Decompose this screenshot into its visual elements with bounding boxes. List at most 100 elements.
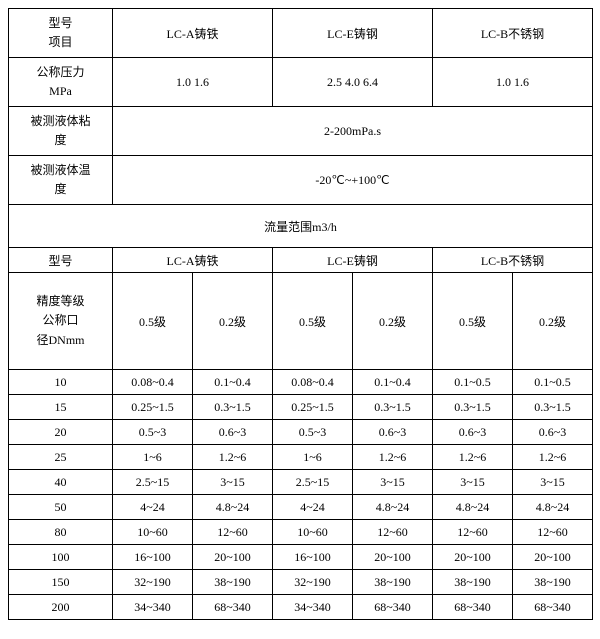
spec-table: 型号项目LC-A铸铁LC-E铸钢LC-B不锈钢公称压力MPa1.0 1.62.5… — [8, 8, 593, 620]
value-cell: 3~15 — [513, 470, 593, 495]
value-cell: 4.8~24 — [513, 495, 593, 520]
pressure-b: 1.0 1.6 — [433, 58, 593, 107]
value-cell: 0.25~1.5 — [113, 395, 193, 420]
value-cell: 68~340 — [513, 595, 593, 620]
value-cell: 2.5~15 — [113, 470, 193, 495]
value-cell: 68~340 — [433, 595, 513, 620]
table-row: 型号项目LC-A铸铁LC-E铸钢LC-B不锈钢 — [9, 9, 593, 58]
value-cell: 12~60 — [433, 520, 513, 545]
dn-cell: 15 — [9, 395, 113, 420]
row-label-viscosity: 被测液体粘度 — [9, 107, 113, 156]
dn-cell: 10 — [9, 370, 113, 395]
value-cell: 12~60 — [513, 520, 593, 545]
value-cell: 68~340 — [353, 595, 433, 620]
header-variant-e: LC-E铸钢 — [273, 9, 433, 58]
value-cell: 0.6~3 — [513, 420, 593, 445]
pressure-a: 1.0 1.6 — [113, 58, 273, 107]
value-cell: 38~190 — [433, 570, 513, 595]
header-model-project: 型号项目 — [9, 9, 113, 58]
dn-cell: 200 — [9, 595, 113, 620]
value-cell: 12~60 — [193, 520, 273, 545]
header-variant-a: LC-A铸铁 — [113, 9, 273, 58]
precision-col-5: 0.2级 — [513, 273, 593, 370]
table-row: 100.08~0.40.1~0.40.08~0.40.1~0.40.1~0.50… — [9, 370, 593, 395]
value-cell: 32~190 — [273, 570, 353, 595]
value-cell: 4.8~24 — [193, 495, 273, 520]
value-cell: 20~100 — [193, 545, 273, 570]
table-row: 251~61.2~61~61.2~61.2~61.2~6 — [9, 445, 593, 470]
value-cell: 20~100 — [353, 545, 433, 570]
value-cell: 4.8~24 — [353, 495, 433, 520]
dn-cell: 100 — [9, 545, 113, 570]
dn-cell: 25 — [9, 445, 113, 470]
value-cell: 1~6 — [273, 445, 353, 470]
table-row: 精度等级公称口径DNmm0.5级0.2级0.5级0.2级0.5级0.2级 — [9, 273, 593, 370]
table-row: 被测液体粘度2-200mPa.s — [9, 107, 593, 156]
value-cell: 1~6 — [113, 445, 193, 470]
dn-cell: 20 — [9, 420, 113, 445]
value-cell: 0.1~0.4 — [353, 370, 433, 395]
value-cell: 0.3~1.5 — [193, 395, 273, 420]
value-cell: 10~60 — [113, 520, 193, 545]
value-cell: 34~340 — [113, 595, 193, 620]
precision-col-2: 0.5级 — [273, 273, 353, 370]
value-cell: 0.5~3 — [113, 420, 193, 445]
table-row: 20034~34068~34034~34068~34068~34068~340 — [9, 595, 593, 620]
row-label-temperature: 被测液体温度 — [9, 156, 113, 205]
value-cell: 38~190 — [353, 570, 433, 595]
table-row: 504~244.8~244~244.8~244.8~244.8~24 — [9, 495, 593, 520]
value-cell: 1.2~6 — [433, 445, 513, 470]
sub-header-row-label: 精度等级公称口径DNmm — [9, 273, 113, 370]
value-cell: 0.3~1.5 — [513, 395, 593, 420]
table-row: 402.5~153~152.5~153~153~153~15 — [9, 470, 593, 495]
value-cell: 1.2~6 — [513, 445, 593, 470]
value-cell: 0.08~0.4 — [273, 370, 353, 395]
value-cell: 3~15 — [353, 470, 433, 495]
precision-col-4: 0.5级 — [433, 273, 513, 370]
sub-header-variant-b: LC-B不锈钢 — [433, 248, 593, 273]
value-cell: 0.1~0.4 — [193, 370, 273, 395]
header-variant-b: LC-B不锈钢 — [433, 9, 593, 58]
value-cell: 20~100 — [433, 545, 513, 570]
value-cell: 10~60 — [273, 520, 353, 545]
value-cell: 0.6~3 — [193, 420, 273, 445]
value-cell: 2.5~15 — [273, 470, 353, 495]
pressure-e: 2.5 4.0 6.4 — [273, 58, 433, 107]
value-cell: 0.6~3 — [433, 420, 513, 445]
value-cell: 16~100 — [113, 545, 193, 570]
value-cell: 34~340 — [273, 595, 353, 620]
row-label-pressure: 公称压力MPa — [9, 58, 113, 107]
dn-cell: 150 — [9, 570, 113, 595]
sub-header-variant-e: LC-E铸钢 — [273, 248, 433, 273]
value-cell: 4.8~24 — [433, 495, 513, 520]
table-row: 被测液体温度-20℃~+100℃ — [9, 156, 593, 205]
table-row: 型号LC-A铸铁LC-E铸钢LC-B不锈钢 — [9, 248, 593, 273]
precision-col-3: 0.2级 — [353, 273, 433, 370]
value-cell: 4~24 — [273, 495, 353, 520]
value-cell: 1.2~6 — [193, 445, 273, 470]
precision-col-1: 0.2级 — [193, 273, 273, 370]
precision-col-0: 0.5级 — [113, 273, 193, 370]
dn-cell: 50 — [9, 495, 113, 520]
value-cell: 0.1~0.5 — [433, 370, 513, 395]
table-row: 8010~6012~6010~6012~6012~6012~60 — [9, 520, 593, 545]
sub-header-variant-a: LC-A铸铁 — [113, 248, 273, 273]
value-cell: 3~15 — [433, 470, 513, 495]
dn-cell: 40 — [9, 470, 113, 495]
dn-cell: 80 — [9, 520, 113, 545]
value-cell: 0.5~3 — [273, 420, 353, 445]
value-cell: 68~340 — [193, 595, 273, 620]
value-cell: 12~60 — [353, 520, 433, 545]
value-cell: 1.2~6 — [353, 445, 433, 470]
flow-range-title: 流量范围m3/h — [9, 205, 593, 248]
value-cell: 32~190 — [113, 570, 193, 595]
viscosity-value: 2-200mPa.s — [113, 107, 593, 156]
sub-header-model: 型号 — [9, 248, 113, 273]
value-cell: 16~100 — [273, 545, 353, 570]
value-cell: 0.08~0.4 — [113, 370, 193, 395]
value-cell: 0.1~0.5 — [513, 370, 593, 395]
value-cell: 4~24 — [113, 495, 193, 520]
table-row: 150.25~1.50.3~1.50.25~1.50.3~1.50.3~1.50… — [9, 395, 593, 420]
table-row: 流量范围m3/h — [9, 205, 593, 248]
value-cell: 0.25~1.5 — [273, 395, 353, 420]
